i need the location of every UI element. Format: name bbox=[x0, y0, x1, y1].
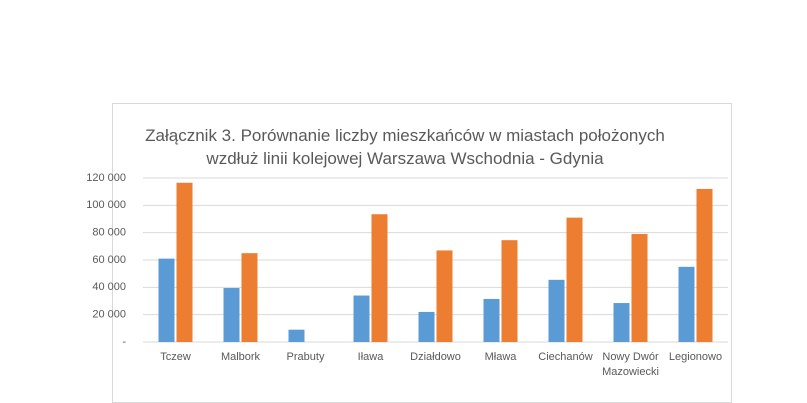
bar bbox=[288, 329, 305, 342]
bar bbox=[371, 214, 388, 342]
y-tick-label: 80 000 bbox=[92, 227, 126, 239]
x-tick-label: Iława bbox=[357, 351, 384, 363]
y-tick-label: 60 000 bbox=[92, 254, 126, 266]
x-tick-label: Prabuty bbox=[286, 351, 325, 363]
x-tick-label: Działdowo bbox=[410, 351, 461, 363]
y-tick-label: 100 000 bbox=[86, 199, 126, 211]
bar bbox=[418, 311, 435, 342]
x-tick-label: Mława bbox=[484, 351, 517, 363]
bar bbox=[631, 234, 648, 342]
y-tick-label: - bbox=[122, 336, 126, 348]
y-tick-label: 40 000 bbox=[92, 281, 126, 293]
bar bbox=[158, 258, 175, 342]
bar bbox=[483, 298, 500, 342]
bar bbox=[678, 266, 695, 342]
bar bbox=[696, 188, 713, 342]
x-tick-label: Nowy Dwór Mazowiecki bbox=[602, 351, 659, 378]
y-tick-label: 20 000 bbox=[92, 309, 126, 321]
bar bbox=[223, 288, 240, 342]
bar bbox=[548, 279, 565, 342]
chart-title: Załącznik 3. Porównanie liczby mieszkańc… bbox=[145, 126, 665, 168]
y-tick-label: 120 000 bbox=[86, 172, 126, 184]
x-tick-label: Ciechanów bbox=[538, 351, 593, 363]
bar bbox=[176, 182, 193, 342]
bar bbox=[613, 303, 630, 342]
bar bbox=[566, 217, 583, 342]
x-tick-label: Malbork bbox=[220, 351, 261, 363]
bar bbox=[436, 250, 453, 342]
bar bbox=[501, 240, 518, 342]
bar bbox=[241, 253, 258, 342]
x-tick-label: Tczew bbox=[160, 351, 191, 363]
x-tick-label: Legionowo bbox=[668, 351, 723, 363]
bar bbox=[353, 295, 370, 342]
